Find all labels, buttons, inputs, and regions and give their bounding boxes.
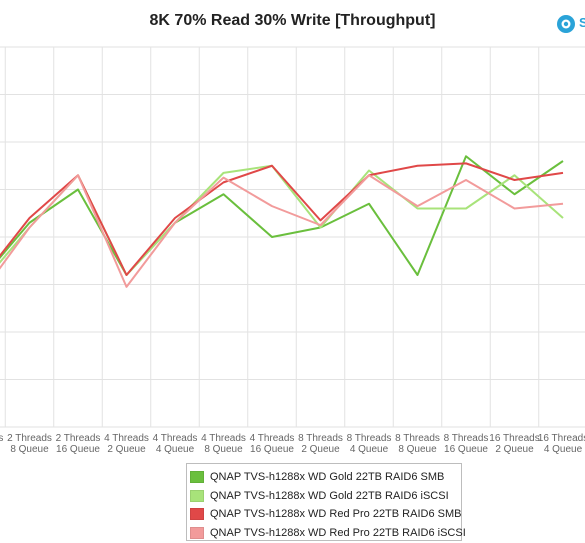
chart-legend: QNAP TVS-h1288x WD Gold 22TB RAID6 SMB QN… xyxy=(186,463,466,543)
x-tick-label: 4 Threads 2 Queue xyxy=(104,433,149,455)
x-tick-label: 8 Threads 8 Queue xyxy=(395,433,440,455)
x-tick-label: 2 Threads 16 Queue xyxy=(56,433,101,455)
x-tick-label: 8 Threads 2 Queue xyxy=(298,433,343,455)
legend-item-3[interactable]: QNAP TVS-h1288x WD Red Pro 22TB RAID6 SM… xyxy=(190,505,461,524)
legend-swatch xyxy=(190,508,204,521)
x-tick-label: 2 Threads 8 Queue xyxy=(7,433,52,455)
legend-item-4[interactable]: QNAP TVS-h1288x WD Red Pro 22TB RAID6 iS… xyxy=(190,524,466,543)
series-line-1 xyxy=(0,155,564,276)
x-tick-label: 4 Threads 16 Queue xyxy=(250,433,295,455)
legend-label: QNAP TVS-h1288x WD Red Pro 22TB RAID6 SM… xyxy=(210,508,462,521)
chart-series-lines xyxy=(0,155,564,288)
chart-grid xyxy=(0,46,585,428)
legend-item-2[interactable]: QNAP TVS-h1288x WD Gold 22TB RAID6 iSCSI xyxy=(190,487,461,506)
legend-swatch xyxy=(190,489,204,502)
x-tick-label: 4 Threads 8 Queue xyxy=(201,433,246,455)
series-line-2 xyxy=(0,164,564,276)
legend-swatch xyxy=(190,526,204,539)
x-tick-label: 16 Threads 4 Queue xyxy=(538,433,585,455)
chart-title: 8K 70% Read 30% Write [Throughput] xyxy=(149,12,436,29)
legend-item-1[interactable]: QNAP TVS-h1288x WD Gold 22TB RAID6 SMB xyxy=(190,468,461,487)
brand-logo-text: S xyxy=(579,15,585,30)
legend-label: QNAP TVS-h1288x WD Gold 22TB RAID6 SMB xyxy=(210,471,445,484)
legend-label: QNAP TVS-h1288x WD Gold 22TB RAID6 iSCSI xyxy=(210,489,449,502)
x-tick-label: 4 Threads 4 Queue xyxy=(153,433,198,455)
series-line-3 xyxy=(0,162,564,276)
x-tick-label: 8 Threads 4 Queue xyxy=(347,433,392,455)
x-tick-label: 16 Threads 2 Queue xyxy=(489,433,539,455)
brand-logo-icon xyxy=(557,15,575,33)
legend-label: QNAP TVS-h1288x WD Red Pro 22TB RAID6 iS… xyxy=(210,526,466,539)
x-tick-label: 8 Threads 16 Queue xyxy=(444,433,489,455)
series-line-4 xyxy=(0,174,564,288)
legend-swatch xyxy=(190,471,204,484)
